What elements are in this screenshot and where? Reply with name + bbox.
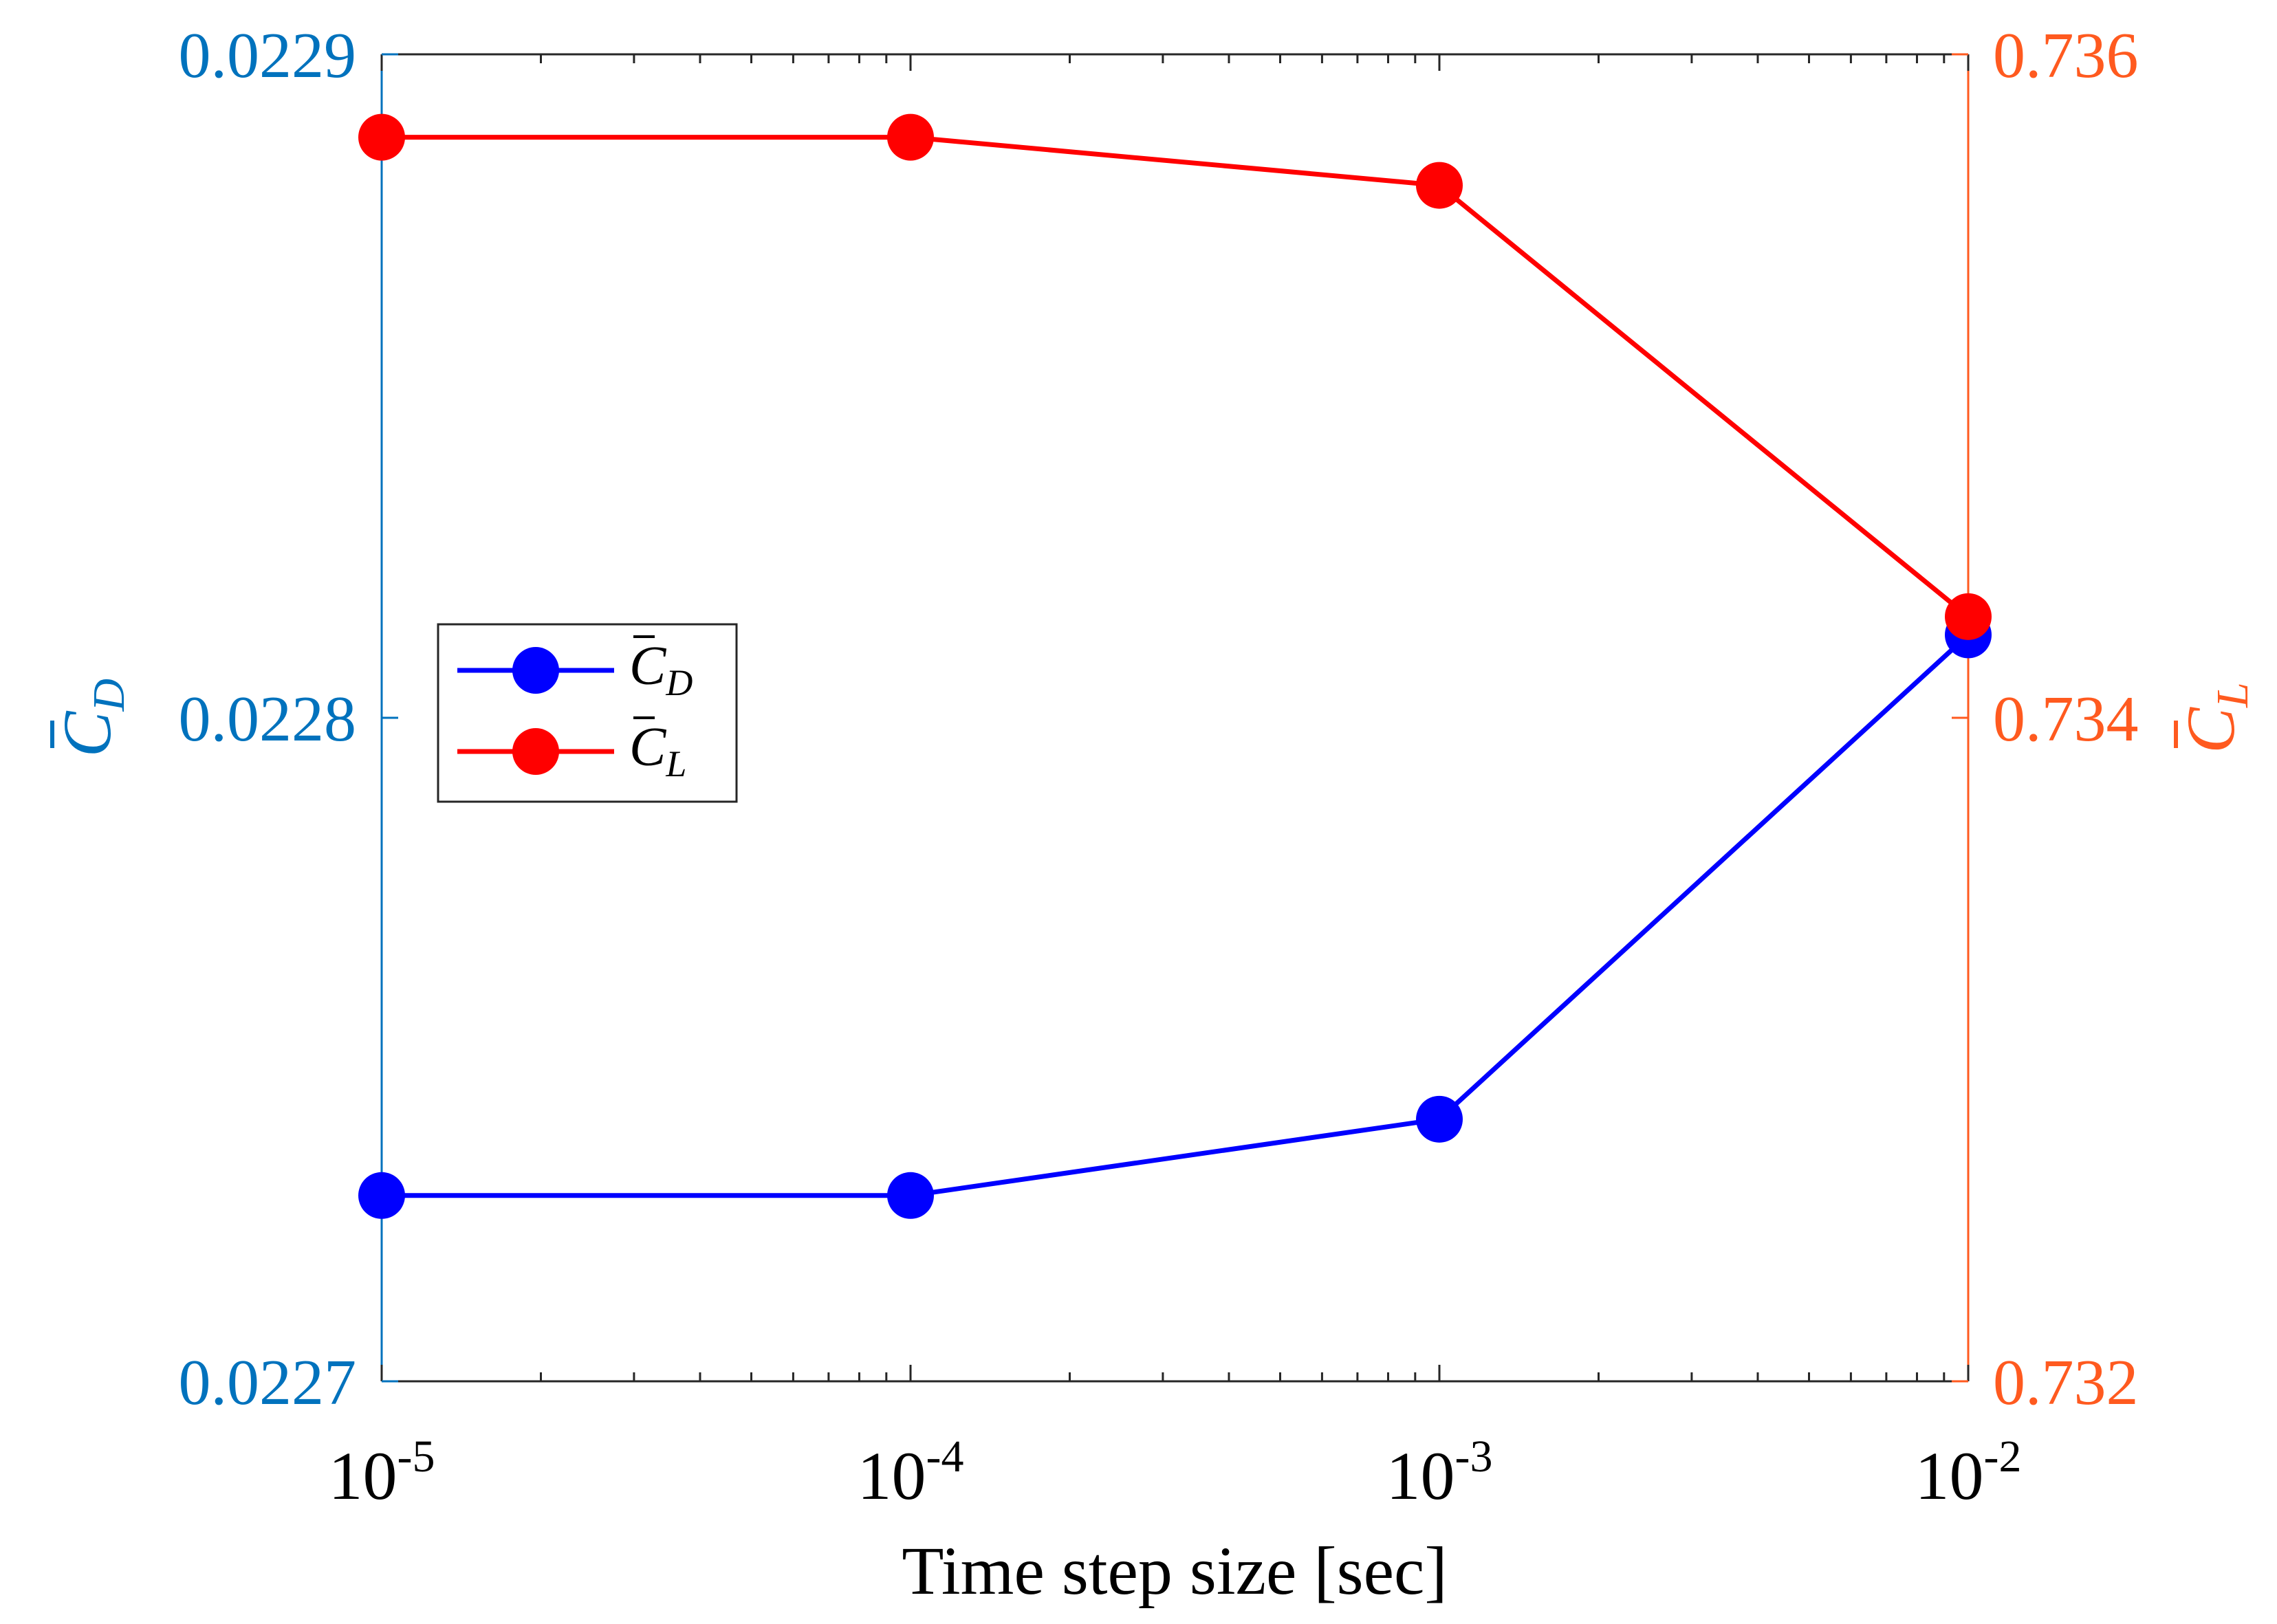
x-tick-label: 10-2 — [1915, 1431, 2022, 1514]
legend-marker-cl — [512, 728, 559, 775]
x-tick-label-base: 10 — [1386, 1438, 1455, 1514]
data-point-cd — [887, 1172, 934, 1219]
x-tick-label-exp: -3 — [1455, 1431, 1493, 1482]
x-tick-label-base: 10 — [1915, 1438, 1984, 1514]
right-y-tick-label: 0.734 — [1993, 683, 2139, 755]
svg-text:CL: CL — [629, 717, 686, 784]
series-line-cl — [382, 135, 1970, 619]
x-tick-label-exp: -4 — [926, 1431, 964, 1482]
right-y-ticks: 0.736 0.734 0.732 — [1952, 20, 2139, 1418]
legend-box — [437, 623, 738, 803]
svg-text:CL: CL — [2172, 682, 2258, 753]
series-layer — [358, 113, 1992, 1219]
right-y-label-sub: L — [2208, 682, 2258, 708]
left-y-tick-label: 0.0228 — [179, 683, 357, 755]
x-tick-label: 10-3 — [1386, 1431, 1493, 1514]
right-y-axis-label: CL — [2172, 682, 2258, 753]
x-tick-label-base: 10 — [858, 1438, 926, 1514]
svg-text:CD: CD — [49, 679, 134, 757]
data-point-cl — [887, 113, 934, 161]
data-point-cl — [358, 113, 405, 161]
x-tick-label: 10-5 — [329, 1431, 435, 1514]
x-tick-label: 10-4 — [858, 1431, 964, 1514]
x-axis-label: Time step size [sec] — [902, 1533, 1447, 1609]
legend-marker-cd — [512, 647, 559, 694]
legend-entry-cl: CL — [457, 716, 686, 784]
left-y-label-sub: D — [84, 679, 134, 712]
left-y-ticks: 0.0229 0.0228 0.0227 — [179, 20, 398, 1418]
right-y-tick-label: 0.736 — [1993, 20, 2139, 91]
left-y-label-base: C — [49, 710, 125, 757]
right-y-label-base: C — [2172, 707, 2249, 754]
data-point-cd — [1416, 1095, 1463, 1143]
left-y-axis-label: CD — [49, 679, 134, 757]
legend-entry-cd: CD — [457, 635, 693, 703]
legend-label-cd-base: C — [629, 636, 667, 696]
data-point-cl — [1945, 593, 1992, 640]
series-line-cd — [382, 633, 1970, 1198]
data-point-cd — [358, 1172, 405, 1219]
legend-label-cd-sub: D — [665, 662, 693, 703]
x-tick-label-exp: -5 — [397, 1431, 435, 1482]
left-y-tick-label: 0.0227 — [179, 1347, 357, 1418]
x-ticks: 10-5 10-4 10-3 10-2 — [329, 54, 2022, 1514]
svg-text:CD: CD — [629, 636, 693, 703]
legend: CD CL — [437, 623, 738, 803]
x-tick-label-exp: -2 — [1984, 1431, 2022, 1482]
left-y-tick-label: 0.0229 — [179, 20, 357, 91]
legend-label-cl-sub: L — [665, 743, 686, 784]
right-y-tick-label: 0.732 — [1993, 1347, 2139, 1418]
x-tick-label-base: 10 — [329, 1438, 397, 1514]
data-point-cl — [1416, 162, 1463, 209]
legend-label-cl-base: C — [629, 717, 667, 778]
